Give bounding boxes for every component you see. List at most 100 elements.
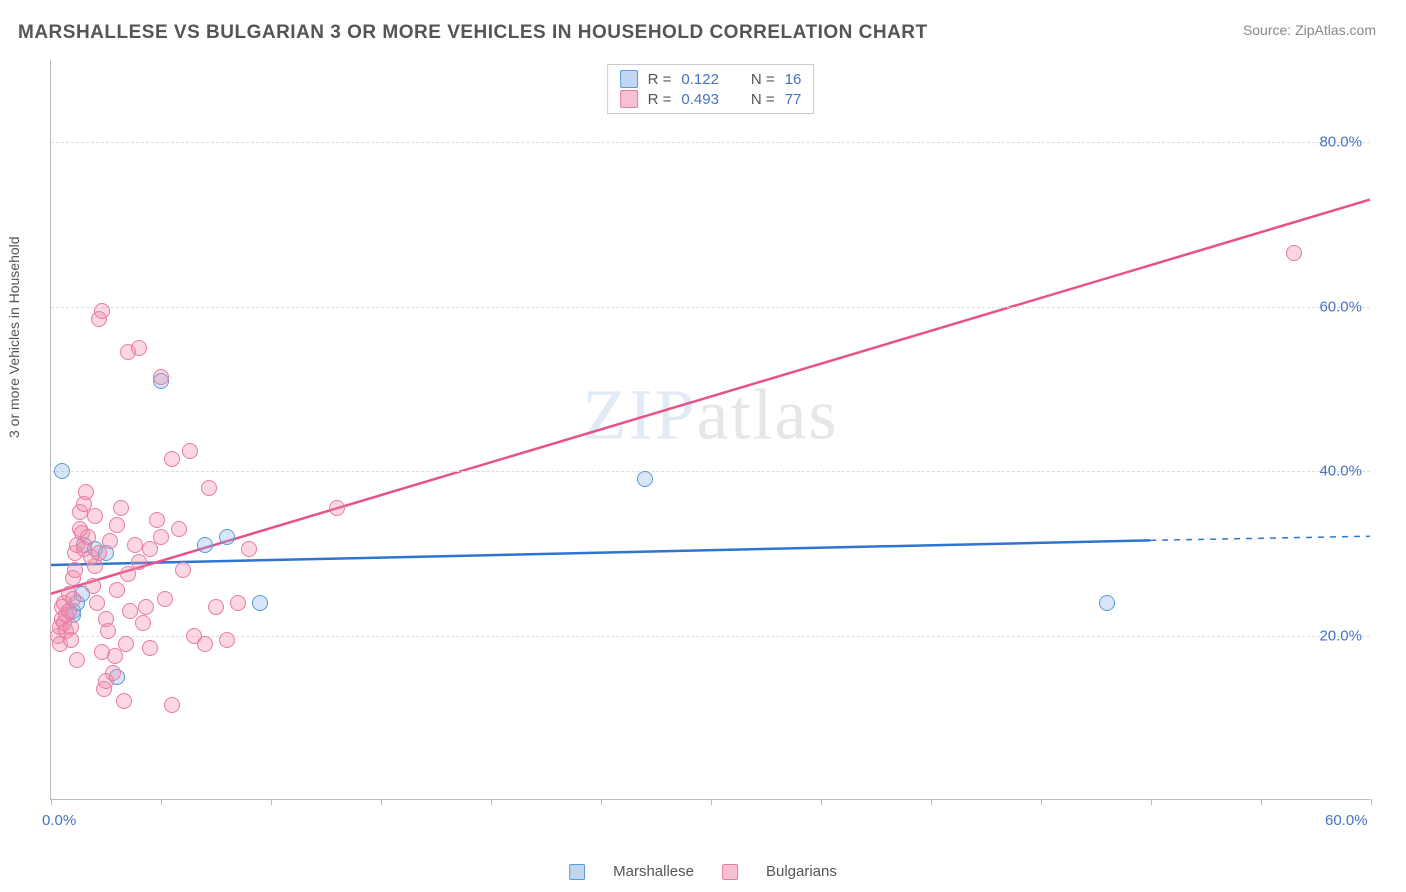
r-value: 0.493 <box>681 91 719 108</box>
data-point-pink <box>153 529 169 545</box>
y-axis-label: 3 or more Vehicles in Household <box>6 236 22 438</box>
y-tick-label: 80.0% <box>1319 134 1362 151</box>
data-point-pink <box>1286 245 1302 261</box>
data-point-pink <box>164 697 180 713</box>
data-point-pink <box>157 591 173 607</box>
data-point-pink <box>138 599 154 615</box>
r-label: R = <box>648 91 672 108</box>
legend-swatch-blue <box>620 70 638 88</box>
gridline <box>51 142 1370 143</box>
data-point-blue <box>1099 595 1115 611</box>
data-point-pink <box>67 562 83 578</box>
legend-label: Bulgarians <box>766 863 837 880</box>
data-point-pink <box>109 517 125 533</box>
data-point-pink <box>63 632 79 648</box>
x-tick <box>491 799 492 805</box>
x-tick <box>271 799 272 805</box>
n-value: 77 <box>785 91 802 108</box>
data-point-pink <box>113 500 129 516</box>
data-point-pink <box>85 578 101 594</box>
data-point-pink <box>135 615 151 631</box>
x-tick <box>1261 799 1262 805</box>
data-point-pink <box>329 500 345 516</box>
data-point-blue <box>637 471 653 487</box>
data-point-pink <box>102 533 118 549</box>
data-point-pink <box>91 545 107 561</box>
y-tick-label: 60.0% <box>1319 298 1362 315</box>
data-point-pink <box>120 566 136 582</box>
series-legend: Marshallese Bulgarians <box>569 863 837 880</box>
data-point-pink <box>241 541 257 557</box>
data-point-blue <box>197 537 213 553</box>
watermark: ZIPatlas <box>583 373 839 456</box>
correlation-legend: R = 0.122 N = 16 R = 0.493 N = 77 <box>607 64 815 114</box>
x-tick <box>1041 799 1042 805</box>
data-point-pink <box>142 640 158 656</box>
r-label: R = <box>648 71 672 88</box>
data-point-pink <box>69 652 85 668</box>
data-point-pink <box>164 451 180 467</box>
x-tick <box>1371 799 1372 805</box>
gridline <box>51 636 1370 637</box>
data-point-pink <box>153 369 169 385</box>
data-point-pink <box>149 512 165 528</box>
correlation-legend-row: R = 0.122 N = 16 <box>620 69 802 89</box>
y-tick-label: 20.0% <box>1319 627 1362 644</box>
data-point-pink <box>100 623 116 639</box>
x-tick <box>931 799 932 805</box>
data-point-pink <box>197 636 213 652</box>
watermark-bold: ZIP <box>583 374 697 454</box>
x-tick <box>161 799 162 805</box>
data-point-pink <box>219 632 235 648</box>
data-point-pink <box>78 484 94 500</box>
chart-header: MARSHALLESE VS BULGARIAN 3 OR MORE VEHIC… <box>0 0 1406 52</box>
r-value: 0.122 <box>681 71 719 88</box>
data-point-pink <box>105 665 121 681</box>
legend-label: Marshallese <box>613 863 694 880</box>
n-value: 16 <box>785 71 802 88</box>
x-tick-label: 60.0% <box>1325 812 1368 829</box>
x-tick-label: 0.0% <box>42 812 76 829</box>
scatter-chart: ZIPatlas R = 0.122 N = 16 R = 0.493 N = … <box>50 60 1370 800</box>
gridline <box>51 307 1370 308</box>
data-point-pink <box>127 537 143 553</box>
data-point-pink <box>89 595 105 611</box>
data-point-pink <box>87 508 103 524</box>
data-point-pink <box>201 480 217 496</box>
data-point-pink <box>116 693 132 709</box>
x-tick <box>711 799 712 805</box>
x-tick <box>51 799 52 805</box>
gridline <box>51 471 1370 472</box>
data-point-pink <box>131 554 147 570</box>
data-point-pink <box>94 303 110 319</box>
watermark-thin: atlas <box>697 374 839 454</box>
data-point-pink <box>208 599 224 615</box>
data-point-pink <box>230 595 246 611</box>
n-label: N = <box>751 91 775 108</box>
data-point-pink <box>122 603 138 619</box>
y-tick-label: 40.0% <box>1319 463 1362 480</box>
data-point-blue <box>54 463 70 479</box>
data-point-pink <box>175 562 191 578</box>
correlation-legend-row: R = 0.493 N = 77 <box>620 89 802 109</box>
chart-title: MARSHALLESE VS BULGARIAN 3 OR MORE VEHIC… <box>18 22 928 44</box>
data-point-pink <box>118 636 134 652</box>
n-label: N = <box>751 71 775 88</box>
x-tick <box>381 799 382 805</box>
legend-swatch-blue <box>569 864 585 880</box>
legend-swatch-pink <box>722 864 738 880</box>
data-point-pink <box>80 529 96 545</box>
data-point-pink <box>142 541 158 557</box>
data-point-pink <box>65 591 81 607</box>
trend-lines <box>51 60 1370 799</box>
data-point-pink <box>107 648 123 664</box>
data-point-pink <box>182 443 198 459</box>
x-tick <box>601 799 602 805</box>
data-point-pink <box>131 340 147 356</box>
data-point-blue <box>219 529 235 545</box>
chart-source: Source: ZipAtlas.com <box>1243 22 1376 38</box>
data-point-pink <box>171 521 187 537</box>
data-point-blue <box>252 595 268 611</box>
legend-swatch-pink <box>620 90 638 108</box>
x-tick <box>821 799 822 805</box>
